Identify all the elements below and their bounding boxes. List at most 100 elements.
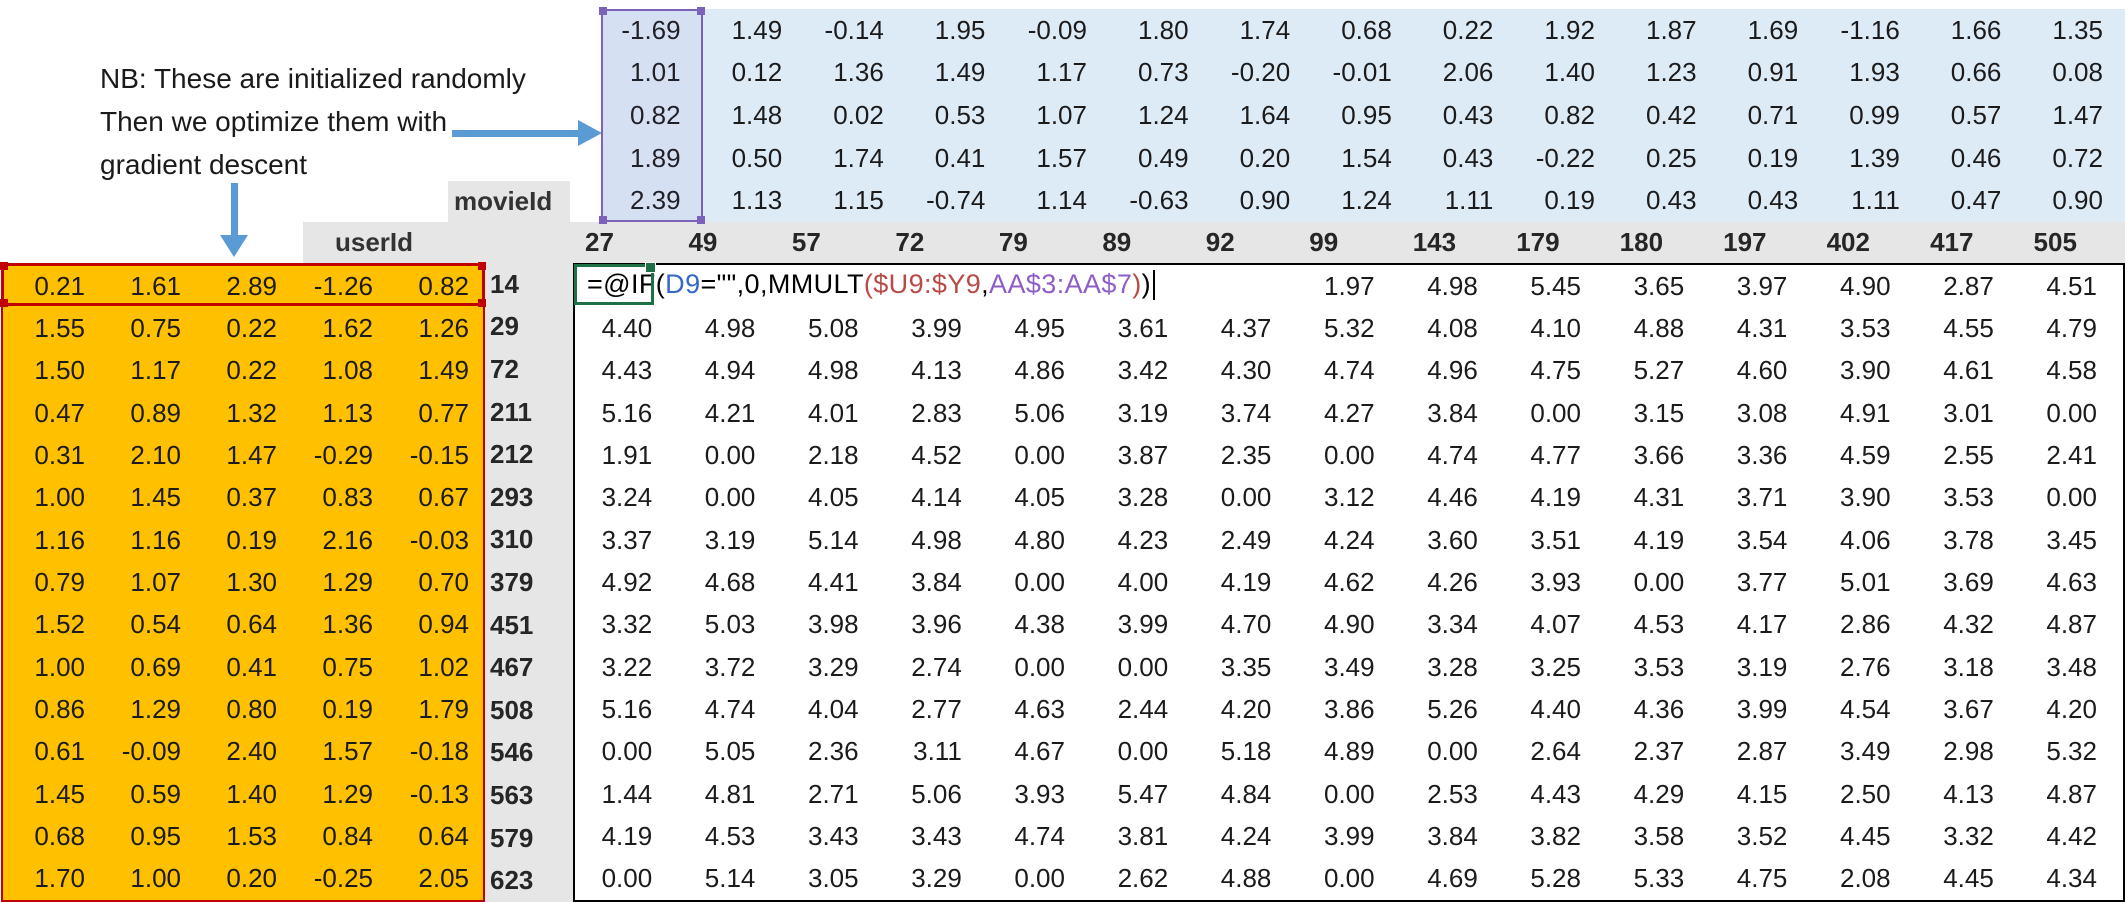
- prediction-cell[interactable]: 0.00: [704, 439, 756, 470]
- movie-factor-cell[interactable]: 0.72: [2052, 142, 2103, 173]
- movie-factor-cell[interactable]: 1.48: [731, 99, 783, 130]
- user-factor-cell[interactable]: 0.54: [130, 609, 181, 640]
- prediction-cell[interactable]: 5.28: [1530, 863, 1581, 894]
- prediction-cell[interactable]: 1.91: [601, 439, 653, 470]
- movie-factor-cell[interactable]: -0.01: [1332, 57, 1392, 88]
- prediction-cell[interactable]: 4.07: [1530, 609, 1581, 640]
- prediction-cell[interactable]: 2.87: [1736, 736, 1788, 767]
- prediction-cell[interactable]: 0.00: [1530, 397, 1581, 428]
- prediction-cell[interactable]: 4.15: [1736, 778, 1788, 809]
- movie-factor-cell[interactable]: 1.92: [1544, 14, 1595, 45]
- user-factor-cell[interactable]: 1.36: [322, 609, 373, 640]
- user-factor-cell[interactable]: -0.15: [409, 439, 469, 470]
- prediction-cell[interactable]: 2.50: [1839, 778, 1891, 809]
- prediction-cell[interactable]: 3.93: [1014, 778, 1065, 809]
- movie-factor-cell[interactable]: 1.93: [1849, 57, 1900, 88]
- prediction-cell[interactable]: 5.14: [807, 524, 859, 555]
- prediction-cell[interactable]: 3.99: [1117, 609, 1169, 640]
- movie-factor-cell[interactable]: 1.47: [2052, 99, 2103, 130]
- prediction-cell[interactable]: 3.43: [807, 820, 859, 851]
- user-id-cell[interactable]: 451: [490, 609, 534, 640]
- prediction-cell[interactable]: 3.78: [1943, 524, 1994, 555]
- movie-factor-cell[interactable]: 0.66: [1950, 57, 2002, 88]
- movie-factor-cell[interactable]: -0.09: [1027, 14, 1087, 45]
- user-factor-cell[interactable]: -0.09: [121, 736, 181, 767]
- movie-factor-cell[interactable]: 2.06: [1442, 57, 1494, 88]
- prediction-cell[interactable]: 3.35: [1220, 651, 1272, 682]
- prediction-cell[interactable]: 3.12: [1323, 482, 1375, 513]
- user-id-cell[interactable]: 212: [490, 439, 534, 470]
- user-factor-cell[interactable]: 1.62: [322, 312, 373, 343]
- movie-factor-cell[interactable]: 0.53: [934, 99, 986, 130]
- user-factor-cell[interactable]: 2.40: [226, 736, 277, 767]
- formula-editor[interactable]: =@IF(D9="",0,MMULT($U9:$Y9,AA$3:AA$7)): [577, 266, 1277, 303]
- movie-id-cell[interactable]: 143: [1412, 227, 1457, 257]
- movie-factor-cell[interactable]: -1.69: [621, 14, 681, 45]
- user-factor-cell[interactable]: 0.84: [322, 820, 373, 851]
- prediction-cell[interactable]: 3.99: [1736, 693, 1788, 724]
- user-factor-cell[interactable]: 0.47: [34, 397, 85, 428]
- prediction-cell[interactable]: 3.37: [601, 524, 653, 555]
- prediction-cell[interactable]: 5.08: [807, 312, 859, 343]
- user-factor-cell[interactable]: 1.29: [322, 566, 373, 597]
- prediction-cell[interactable]: 4.04: [807, 693, 859, 724]
- user-id-cell[interactable]: 546: [490, 737, 534, 768]
- movie-factor-cell[interactable]: 0.90: [1239, 185, 1291, 216]
- prediction-cell[interactable]: 4.19: [1530, 482, 1581, 513]
- prediction-cell[interactable]: 0.00: [1323, 863, 1375, 894]
- prediction-cell[interactable]: 4.68: [704, 566, 756, 597]
- movie-factor-cell[interactable]: 1.40: [1544, 57, 1595, 88]
- user-id-cell[interactable]: 29: [490, 311, 519, 342]
- movie-factor-cell[interactable]: 0.90: [2052, 185, 2103, 216]
- movie-id-cell[interactable]: 89: [1102, 227, 1132, 257]
- prediction-cell[interactable]: 4.20: [2046, 693, 2097, 724]
- prediction-cell[interactable]: 4.24: [1220, 820, 1272, 851]
- user-factor-cell[interactable]: 1.00: [34, 651, 85, 682]
- movie-factor-cell[interactable]: 1.95: [934, 14, 986, 45]
- user-factor-cell[interactable]: 0.21: [34, 270, 85, 301]
- prediction-cell[interactable]: 4.86: [1014, 355, 1065, 386]
- prediction-cell[interactable]: 3.08: [1736, 397, 1788, 428]
- movieid-label-cell[interactable]: movieId: [448, 181, 570, 222]
- movie-factor-cell[interactable]: 0.71: [1747, 99, 1799, 130]
- prediction-cell[interactable]: 4.27: [1323, 397, 1375, 428]
- user-factor-cell[interactable]: 0.20: [226, 863, 277, 894]
- prediction-cell[interactable]: 4.43: [601, 355, 653, 386]
- prediction-cell[interactable]: 2.76: [1839, 651, 1891, 682]
- prediction-cell[interactable]: 2.41: [2046, 439, 2097, 470]
- prediction-cell[interactable]: 5.14: [704, 863, 756, 894]
- prediction-cell[interactable]: 3.11: [913, 736, 962, 767]
- user-factor-cell[interactable]: 1.00: [34, 482, 85, 513]
- movie-factor-cell[interactable]: 0.43: [1747, 185, 1799, 216]
- movie-factor-cell[interactable]: 1.13: [731, 185, 783, 216]
- user-factor-cell[interactable]: 1.50: [34, 355, 85, 386]
- movie-factor-cell[interactable]: 0.08: [2052, 57, 2103, 88]
- movie-id-cell[interactable]: 99: [1309, 227, 1339, 257]
- movie-factor-cell[interactable]: -0.22: [1535, 142, 1595, 173]
- prediction-cell[interactable]: 4.88: [1220, 863, 1272, 894]
- prediction-cell[interactable]: 4.05: [1014, 482, 1065, 513]
- movie-factor-cell[interactable]: 0.99: [1849, 99, 1900, 130]
- movie-id-cell[interactable]: 79: [998, 227, 1028, 257]
- prediction-cell[interactable]: 4.53: [704, 820, 756, 851]
- prediction-cell[interactable]: 4.21: [704, 397, 756, 428]
- prediction-cell[interactable]: 0.00: [1014, 439, 1065, 470]
- user-factor-cell[interactable]: 1.26: [418, 312, 469, 343]
- prediction-cell[interactable]: 5.27: [1633, 355, 1685, 386]
- movie-factor-cell[interactable]: 1.17: [1036, 57, 1087, 88]
- prediction-cell[interactable]: 4.84: [1220, 778, 1272, 809]
- movie-factor-cell[interactable]: 0.57: [1950, 99, 2002, 130]
- prediction-cell[interactable]: 4.74: [1014, 820, 1065, 851]
- movie-factor-cell[interactable]: 0.73: [1137, 57, 1189, 88]
- prediction-cell[interactable]: 4.31: [1736, 312, 1788, 343]
- prediction-cell[interactable]: 0.00: [1427, 736, 1478, 767]
- prediction-cell[interactable]: 4.67: [1014, 736, 1065, 767]
- prediction-cell[interactable]: 4.19: [601, 820, 653, 851]
- user-factor-cell[interactable]: 2.10: [130, 439, 181, 470]
- prediction-cell[interactable]: 2.64: [1530, 736, 1581, 767]
- prediction-cell[interactable]: 5.01: [1839, 566, 1891, 597]
- movie-factor-cell[interactable]: 1.69: [1747, 14, 1799, 45]
- prediction-cell[interactable]: 4.74: [1427, 439, 1478, 470]
- user-factor-cell[interactable]: -0.29: [313, 439, 373, 470]
- prediction-cell[interactable]: 1.44: [601, 778, 653, 809]
